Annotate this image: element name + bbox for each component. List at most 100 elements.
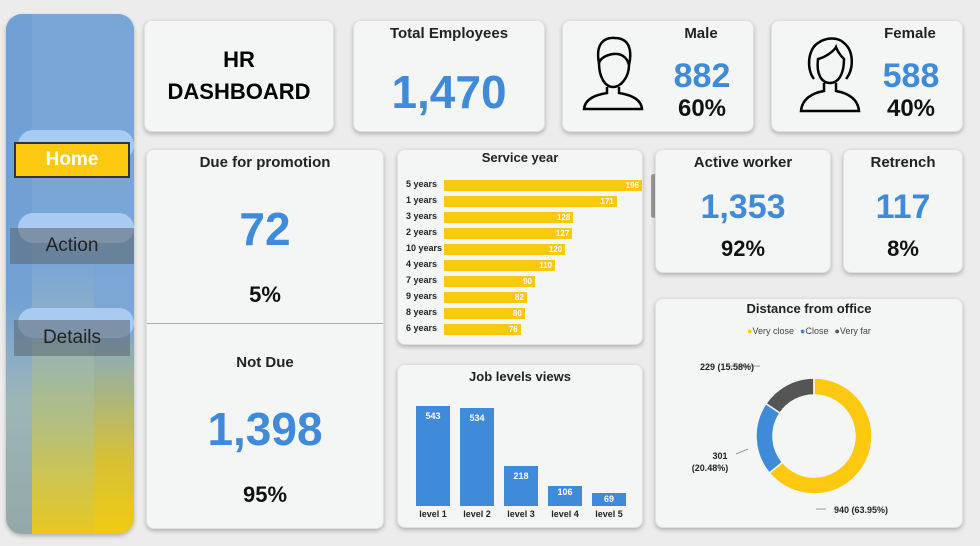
sidebar-stripe-right [94,14,134,534]
donut-slice-close[interactable] [755,402,784,475]
service-year-value-label: 171 [600,197,614,206]
legend-dot-icon: ● [834,326,840,336]
distance-card: Distance from office ●Very close ●Close … [655,298,963,528]
service-year-value-label: 82 [514,293,524,302]
service-year-bar[interactable]: 171 [444,196,617,207]
job-level-bar[interactable]: 218 [504,465,538,506]
distance-legend: ●Very close ●Close ●Very far [656,326,962,336]
distance-donut-chart: 229 (15.58%) 301 (20.48%) 940 (63.95%) [692,362,888,515]
service-year-category-label: 4 years [406,259,438,269]
job-level-value-label: 543 [425,411,441,421]
job-levels-card: Job levels views 543 level 1 534 level 2 218… [397,364,643,528]
legend-dot-icon: ● [747,326,753,336]
male-card: Male 882 60% [562,20,754,132]
job-level-value-label: 218 [513,470,529,481]
job-level-value-label: 534 [469,412,485,423]
job-level-value-label: 69 [603,494,614,505]
active-worker-percent: 92% [720,236,766,261]
service-year-category-label: 2 years [406,227,438,237]
service-year-bar[interactable]: 120 [444,244,566,255]
active-worker-label: Active worker [693,154,793,171]
service-year-value-label: 76 [508,325,518,334]
female-person-icon [799,37,861,113]
sidebar [6,14,134,534]
female-label: Female [884,25,936,42]
job-level-bar[interactable]: 69 [592,493,626,506]
total-employees-value: 1,470 [391,66,507,118]
nav-details-button[interactable]: Details [14,320,130,356]
service-year-value-label: 128 [556,213,571,222]
job-level-bar[interactable]: 543 [416,406,450,506]
not-due-value: 1,398 [207,403,323,455]
service-year-card: Service year 5 years 196 1 years 171 3 years… [397,149,643,345]
service-year-bar[interactable]: 196 [444,180,642,191]
service-year-category-label: 3 years [406,211,438,221]
title-line1: HR [223,47,255,72]
female-percent: 40% [886,95,936,122]
job-level-bar[interactable]: 534 [460,407,494,506]
service-year-bar[interactable]: 76 [444,324,521,335]
leader-line-close [735,448,749,455]
nav-action-button[interactable]: Action [10,228,134,264]
service-year-category-label: 5 years [406,179,438,189]
sidebar-stripe [6,14,32,534]
legend-dot-icon: ● [800,326,806,336]
distance-title: Distance from office [746,301,872,316]
service-year-category-label: 9 years [406,291,438,301]
due-promotion-value: 72 [239,203,291,255]
male-label: Male [684,25,718,42]
service-year-value-label: 80 [512,309,522,318]
job-level-bar[interactable]: 106 [548,486,582,506]
label-very-close: 940 (63.95%) [834,505,888,515]
service-year-category-label: 1 years [406,195,438,205]
female-count: 588 [882,57,940,95]
legend-very-close: ●Very close [747,326,795,336]
promotion-card: Due for promotion 72 5% Not Due 1,398 95… [146,149,384,529]
nav-home-button[interactable]: Home [14,142,130,178]
legend-very-far: ●Very far [834,326,871,336]
job-level-category-label: level 3 [507,509,535,519]
service-year-value-label: 120 [548,245,563,254]
service-year-category-label: 6 years [406,323,438,333]
not-due-percent: 95% [242,482,288,507]
job-level-value-label: 106 [557,487,573,498]
male-count: 882 [673,57,731,95]
active-worker-card: Active worker 1,353 92% [655,149,831,273]
due-promotion-percent: 5% [249,282,281,307]
retrench-percent: 8% [887,236,919,261]
active-worker-value: 1,353 [700,188,786,226]
service-year-title: Service year [481,150,559,165]
job-levels-title: Job levels views [469,369,571,384]
not-due-label: Not Due [236,354,294,371]
service-year-value-label: 110 [539,261,553,270]
male-percent: 60% [677,95,727,122]
service-year-bar[interactable]: 82 [444,292,527,303]
job-level-category-label: level 5 [595,509,623,519]
job-level-category-label: level 4 [551,509,579,519]
label-close-count: 301 [712,451,727,461]
service-year-category-label: 8 years [406,307,438,317]
title-card: HR DASHBOARD [144,20,334,132]
scrollbar-thumb[interactable] [651,174,656,218]
retrench-value: 117 [875,188,931,226]
female-card: Female 588 40% [771,20,963,132]
service-year-value-label: 127 [555,229,570,238]
donut-slice-very-close[interactable] [768,377,873,495]
due-promotion-label: Due for promotion [199,154,331,171]
service-year-bar[interactable]: 128 [444,212,574,223]
service-year-value-label: 90 [523,277,532,286]
job-level-category-label: level 1 [419,509,447,519]
title-line2: DASHBOARD [167,79,311,104]
retrench-card: Retrench 117 8% [843,149,963,273]
service-year-bar[interactable]: 127 [444,228,573,239]
service-year-bar[interactable]: 80 [444,308,525,319]
service-year-category-label: 7 years [406,275,438,285]
retrench-label: Retrench [870,154,936,171]
service-year-bar[interactable]: 90 [444,276,535,287]
legend-close: ●Close [800,326,829,336]
label-close-pct: (20.48%) [692,463,729,473]
promotion-divider [147,323,383,324]
service-year-bar[interactable]: 110 [444,260,556,271]
total-employees-card: Total Employees 1,470 [353,20,545,132]
job-level-category-label: level 2 [463,509,491,519]
